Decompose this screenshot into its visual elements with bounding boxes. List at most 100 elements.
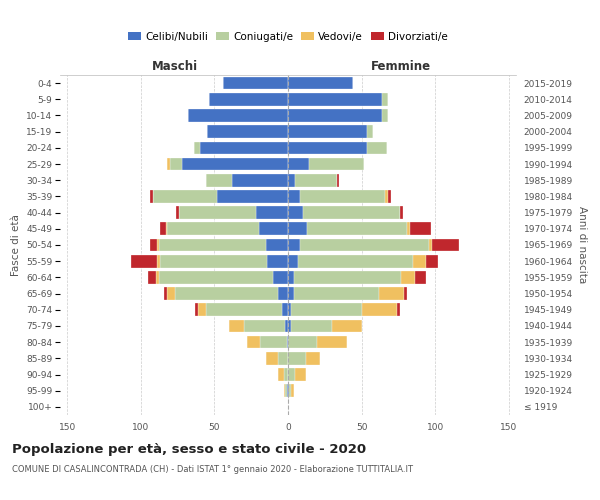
Bar bbox=[266, 238, 288, 252]
Bar bbox=[382, 109, 388, 122]
Bar bbox=[167, 158, 170, 170]
Bar bbox=[295, 174, 337, 186]
Legend: Celibi/Nubili, Coniugati/e, Vedovi/e, Divorziati/e: Celibi/Nubili, Coniugati/e, Vedovi/e, Di… bbox=[124, 28, 452, 46]
Bar bbox=[260, 336, 287, 348]
Bar bbox=[285, 384, 287, 397]
Bar bbox=[288, 271, 294, 283]
Bar bbox=[207, 126, 288, 138]
Bar bbox=[157, 238, 158, 252]
Bar bbox=[298, 255, 413, 268]
Bar bbox=[289, 384, 291, 397]
Bar bbox=[256, 206, 288, 219]
Bar bbox=[397, 304, 400, 316]
Bar bbox=[300, 190, 385, 202]
Bar bbox=[288, 368, 295, 381]
Bar bbox=[294, 271, 401, 283]
Bar bbox=[223, 77, 288, 90]
Bar bbox=[288, 320, 291, 332]
Bar bbox=[167, 222, 259, 235]
Bar bbox=[182, 158, 288, 170]
Bar bbox=[158, 271, 273, 283]
Bar bbox=[282, 304, 288, 316]
Bar bbox=[288, 126, 367, 138]
Bar bbox=[288, 77, 353, 90]
Bar bbox=[288, 288, 294, 300]
Bar bbox=[206, 304, 282, 316]
Bar bbox=[332, 320, 362, 332]
Text: COMUNE DI CASALINCONTRADA (CH) - Dati ISTAT 1° gennaio 2020 - Elaborazione TUTTI: COMUNE DI CASALINCONTRADA (CH) - Dati IS… bbox=[12, 465, 413, 474]
Bar bbox=[288, 336, 317, 348]
Y-axis label: Anni di nascita: Anni di nascita bbox=[577, 206, 587, 284]
Bar bbox=[379, 288, 404, 300]
Bar bbox=[200, 142, 288, 154]
Bar bbox=[288, 255, 298, 268]
Bar bbox=[432, 238, 458, 252]
Bar bbox=[367, 126, 373, 138]
Bar bbox=[404, 288, 407, 300]
Bar bbox=[294, 288, 379, 300]
Text: Popolazione per età, sesso e stato civile - 2020: Popolazione per età, sesso e stato civil… bbox=[12, 442, 366, 456]
Bar bbox=[288, 304, 291, 316]
Bar bbox=[247, 336, 260, 348]
Bar bbox=[170, 158, 182, 170]
Bar bbox=[413, 255, 426, 268]
Bar bbox=[300, 238, 429, 252]
Bar bbox=[160, 222, 166, 235]
Bar bbox=[284, 368, 288, 381]
Bar bbox=[131, 255, 157, 268]
Bar bbox=[232, 174, 288, 186]
Bar bbox=[176, 206, 179, 219]
Bar bbox=[288, 352, 305, 364]
Bar bbox=[148, 271, 155, 283]
Bar bbox=[278, 352, 288, 364]
Bar bbox=[273, 271, 288, 283]
Bar bbox=[198, 304, 206, 316]
Bar bbox=[209, 93, 288, 106]
Bar bbox=[337, 174, 340, 186]
Bar bbox=[284, 384, 285, 397]
Bar bbox=[229, 320, 244, 332]
Bar bbox=[288, 109, 382, 122]
Bar bbox=[160, 255, 268, 268]
Bar bbox=[196, 304, 198, 316]
Bar bbox=[288, 174, 295, 186]
Bar bbox=[307, 222, 407, 235]
Bar bbox=[291, 384, 294, 397]
Bar bbox=[167, 288, 175, 300]
Bar bbox=[158, 238, 266, 252]
Bar bbox=[278, 288, 288, 300]
Bar bbox=[291, 320, 332, 332]
Bar bbox=[206, 174, 232, 186]
Bar bbox=[287, 336, 288, 348]
Bar bbox=[287, 384, 288, 397]
Bar bbox=[291, 304, 362, 316]
Bar bbox=[288, 238, 300, 252]
Bar bbox=[152, 190, 217, 202]
Bar bbox=[188, 109, 288, 122]
Text: Maschi: Maschi bbox=[152, 60, 198, 72]
Bar bbox=[268, 255, 288, 268]
Bar bbox=[367, 142, 386, 154]
Bar bbox=[278, 368, 284, 381]
Bar bbox=[155, 271, 158, 283]
Bar bbox=[288, 384, 289, 397]
Bar bbox=[244, 320, 285, 332]
Bar bbox=[150, 238, 157, 252]
Bar bbox=[388, 190, 391, 202]
Bar bbox=[175, 288, 278, 300]
Bar bbox=[426, 255, 438, 268]
Bar bbox=[194, 142, 200, 154]
Text: Femmine: Femmine bbox=[371, 60, 431, 72]
Bar bbox=[429, 238, 432, 252]
Bar bbox=[150, 190, 152, 202]
Bar bbox=[401, 271, 415, 283]
Bar bbox=[166, 222, 167, 235]
Bar bbox=[259, 222, 288, 235]
Bar bbox=[266, 352, 278, 364]
Bar bbox=[295, 368, 305, 381]
Y-axis label: Fasce di età: Fasce di età bbox=[11, 214, 20, 276]
Bar bbox=[382, 93, 388, 106]
Bar bbox=[217, 190, 288, 202]
Bar bbox=[385, 190, 388, 202]
Bar bbox=[288, 206, 303, 219]
